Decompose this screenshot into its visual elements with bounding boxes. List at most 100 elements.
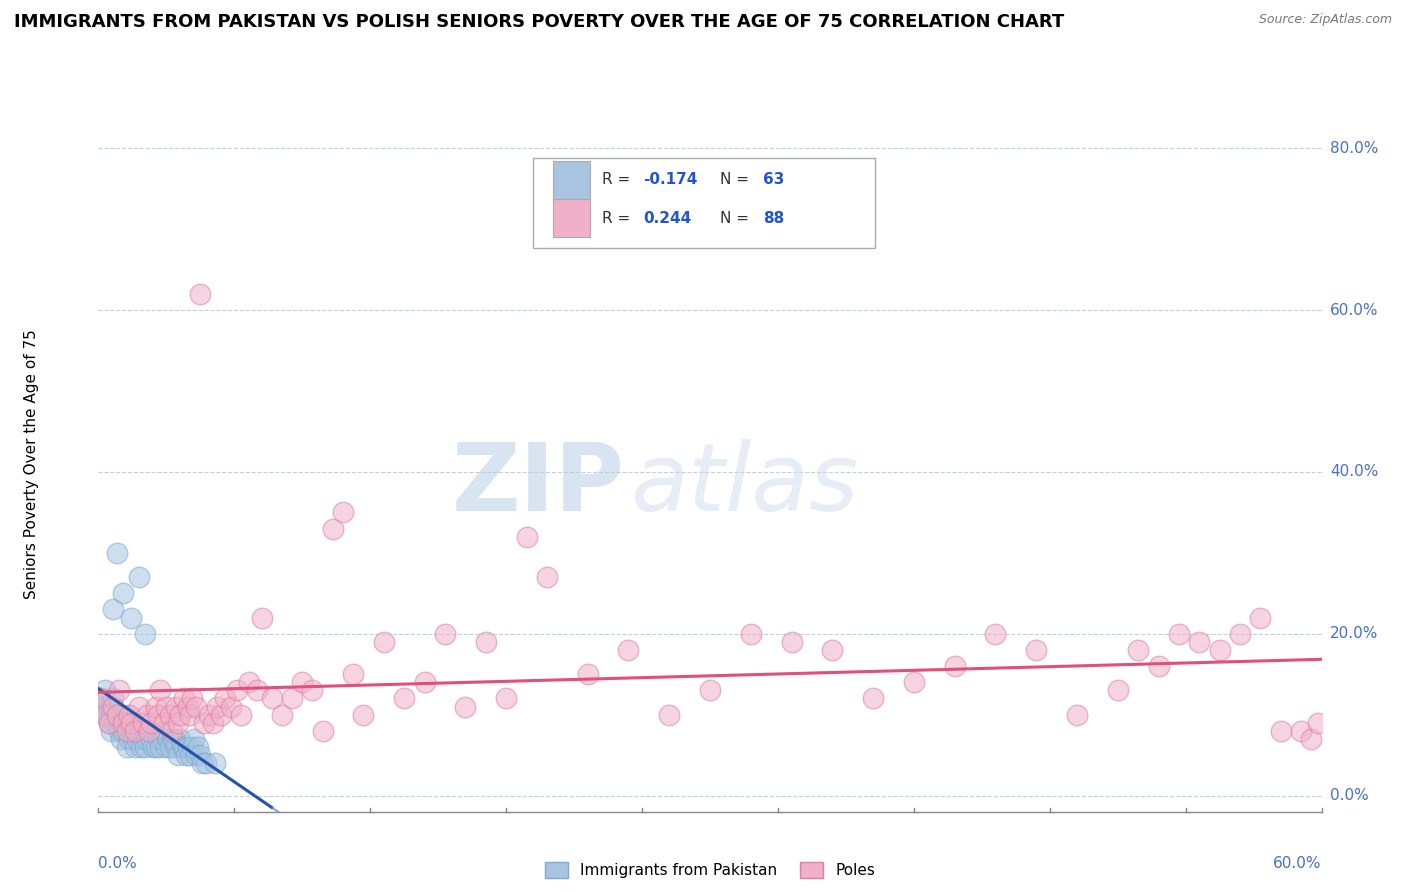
Point [219, 699, 242, 714]
Text: 88: 88 [762, 211, 785, 226]
Text: atlas: atlas [630, 439, 859, 530]
Point [145, 699, 167, 714]
Point [118, 731, 141, 746]
Point [141, 731, 163, 746]
Point [91, 699, 114, 714]
Point [1147, 659, 1170, 673]
Point [120, 715, 142, 730]
Point [187, 739, 209, 754]
Point [342, 667, 364, 681]
Point [150, 731, 173, 746]
Point [1188, 635, 1211, 649]
Point [132, 715, 155, 730]
Point [658, 707, 681, 722]
Text: 0.0%: 0.0% [98, 856, 138, 871]
Point [149, 683, 172, 698]
Point [1128, 643, 1150, 657]
Text: 40.0%: 40.0% [1330, 465, 1378, 479]
Point [226, 683, 249, 698]
Text: 20.0%: 20.0% [1330, 626, 1378, 641]
Point [110, 731, 132, 746]
Text: N =: N = [720, 172, 754, 187]
Point [193, 715, 215, 730]
FancyBboxPatch shape [533, 158, 875, 248]
Text: 60.0%: 60.0% [1330, 302, 1378, 318]
Point [474, 635, 498, 649]
Point [434, 626, 457, 640]
Point [281, 691, 304, 706]
Point [165, 699, 187, 714]
Point [100, 723, 122, 738]
Point [97, 715, 120, 730]
Point [156, 731, 179, 746]
Point [495, 691, 517, 706]
Point [128, 699, 150, 714]
Point [136, 707, 159, 722]
Point [111, 586, 134, 600]
Point [105, 707, 128, 722]
Point [1209, 643, 1232, 657]
Point [201, 715, 224, 730]
Text: 60.0%: 60.0% [1274, 856, 1322, 871]
Point [160, 723, 183, 738]
Point [169, 731, 191, 746]
Point [204, 756, 226, 771]
Point [177, 699, 200, 714]
Point [129, 739, 152, 754]
Point [124, 723, 146, 738]
Point [1306, 715, 1329, 730]
Point [191, 756, 214, 771]
Point [104, 715, 127, 730]
Point [115, 739, 138, 754]
Point [138, 723, 160, 738]
Point [188, 287, 212, 301]
Point [291, 675, 314, 690]
Point [93, 707, 115, 722]
Point [780, 635, 803, 649]
Point [163, 731, 186, 746]
Point [250, 610, 273, 624]
Point [1249, 610, 1271, 624]
Point [167, 748, 190, 763]
Point [160, 731, 183, 746]
Point [124, 739, 146, 754]
Point [214, 691, 236, 706]
Point [145, 739, 167, 754]
Point [943, 659, 966, 673]
Point [108, 683, 131, 698]
Point [142, 739, 165, 754]
Point [89, 691, 111, 706]
Text: IMMIGRANTS FROM PAKISTAN VS POLISH SENIORS POVERTY OVER THE AGE OF 75 CORRELATIO: IMMIGRANTS FROM PAKISTAN VS POLISH SENIO… [14, 13, 1064, 31]
Point [260, 691, 283, 706]
Point [209, 707, 232, 722]
Point [536, 570, 558, 584]
Point [576, 667, 599, 681]
Point [1270, 723, 1292, 738]
Point [195, 756, 218, 771]
Point [128, 723, 150, 738]
Point [97, 715, 120, 730]
Point [821, 643, 844, 657]
Point [1066, 707, 1088, 722]
Point [186, 748, 208, 763]
Point [699, 683, 721, 698]
Point [141, 715, 163, 730]
Point [108, 723, 131, 738]
Point [179, 707, 201, 722]
Point [1107, 683, 1129, 698]
FancyBboxPatch shape [554, 199, 591, 237]
Point [862, 691, 884, 706]
Point [183, 731, 205, 746]
Point [170, 739, 193, 754]
Point [312, 723, 335, 738]
Point [246, 683, 269, 698]
Point [1025, 643, 1047, 657]
Point [152, 723, 174, 738]
Point [165, 739, 187, 754]
Point [173, 691, 195, 706]
Point [332, 505, 354, 519]
FancyBboxPatch shape [554, 161, 591, 199]
Point [169, 707, 191, 722]
Point [101, 602, 124, 616]
Text: 80.0%: 80.0% [1330, 141, 1378, 156]
